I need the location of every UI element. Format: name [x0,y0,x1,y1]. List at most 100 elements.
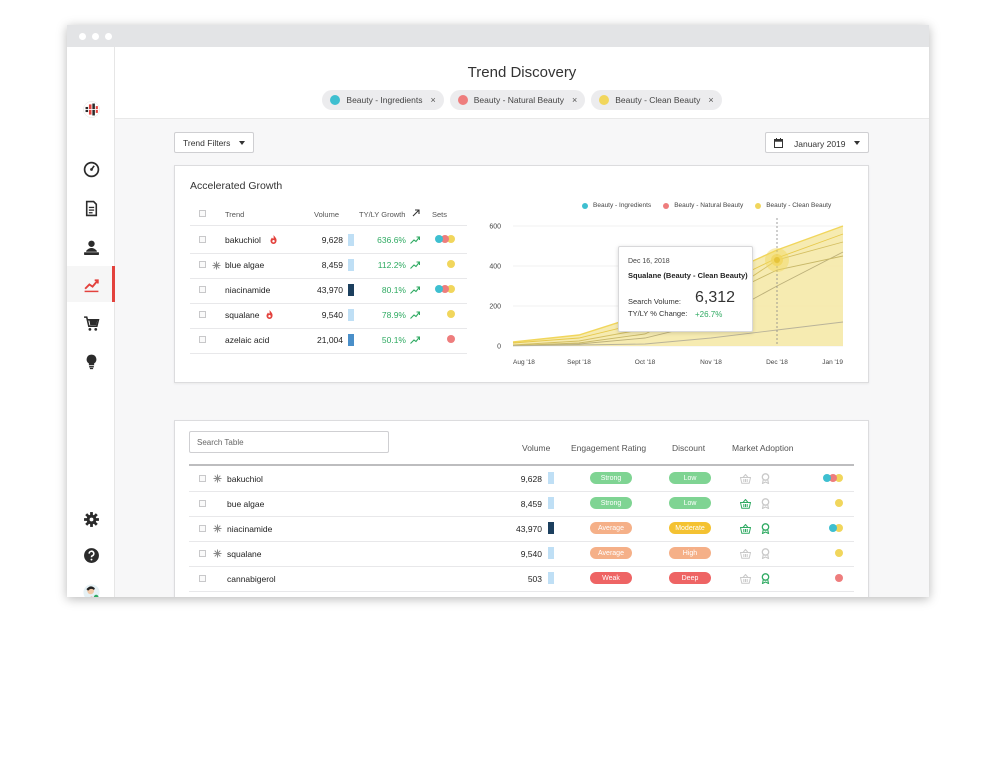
chip-beauty-clean[interactable]: Beauty - Clean Beauty × [591,90,722,110]
set-dot-icon [447,310,455,318]
trend-name[interactable]: azelaic acid [225,335,270,345]
table-row[interactable]: turmeric face oil266—Low [189,591,854,597]
volume-bar [548,572,554,584]
set-dot-icon [447,285,455,293]
category-chips: Beauty - Ingredients × Beauty - Natural … [115,90,929,110]
tooltip-volume-value: 6,312 [695,289,736,306]
volume-bar [548,497,554,509]
volume-value: 9,628 [520,474,542,484]
trend-name[interactable]: bakuchiol [227,474,263,484]
basket-icon [740,524,751,534]
chip-beauty-ingredients[interactable]: Beauty - Ingredients × [322,90,444,110]
volume-value: 8,459 [520,499,542,509]
trend-name[interactable]: niacinamide [227,524,273,534]
legend-item: Beauty - Clean Beauty [755,202,831,209]
select-all-checkbox[interactable] [199,210,206,217]
row-divider [190,353,467,354]
snowflake-icon [213,474,222,483]
trend-name[interactable]: bakuchiol [225,235,261,245]
row-checkbox[interactable] [199,236,206,243]
legend-label: Beauty - Clean Beauty [766,202,832,209]
series-line[interactable] [512,321,844,347]
row-checkbox[interactable] [199,525,206,532]
trend-filters-dropdown[interactable]: Trend Filters [174,132,254,153]
main-content: Trend Discovery Beauty - Ingredients × B… [115,47,929,597]
chip-label: Beauty - Natural Beauty [473,95,564,105]
close-icon[interactable]: × [708,95,714,105]
trend-name[interactable]: bue algae [227,499,265,509]
table-row[interactable]: squalane 9,540 Average High [189,541,854,567]
row-divider [189,566,854,567]
help-icon[interactable] [67,537,115,573]
row-checkbox[interactable] [199,261,206,268]
row-checkbox[interactable] [199,286,206,293]
chip-beauty-natural[interactable]: Beauty - Natural Beauty × [449,90,586,110]
set-dot-icon [435,235,443,243]
col-discount[interactable]: Discount [672,443,706,453]
col-volume[interactable]: Volume [522,443,551,453]
cart-icon[interactable] [67,305,115,341]
growth-value: 78.9% [381,310,406,320]
close-icon[interactable]: × [430,95,436,105]
window-close-dot[interactable] [79,33,86,40]
lightbulb-icon[interactable] [67,343,115,379]
highlight-point[interactable] [774,257,780,263]
growth-row[interactable]: azelaic acid 21,004 50.1% [190,328,467,354]
award-icon [761,523,770,534]
basket-icon [740,474,751,484]
growth-row[interactable]: niacinamide 43,970 80.1% [190,278,467,304]
discount-badge: Deep [669,572,711,584]
set-dot-icon [447,335,455,343]
col-market-adoption[interactable]: Market Adoption [732,443,794,453]
row-checkbox[interactable] [199,575,206,582]
table-row[interactable]: bakuchiol 9,628 Strong Low [189,466,854,492]
volume-value: 21,004 [317,335,343,345]
user-avatar[interactable] [67,574,115,597]
color-dot-icon [330,95,341,105]
dashboard-gauge-icon[interactable] [67,151,115,187]
window-maximize-dot[interactable] [105,33,112,40]
trend-name[interactable]: blue algae [225,260,265,270]
gear-icon[interactable] [67,501,115,537]
col-growth[interactable]: TY/LY Growth [359,210,406,219]
col-engagement[interactable]: Engagement Rating [571,443,647,453]
trends-chart-icon[interactable] [67,266,115,302]
trends-table-card: Search Table Volume Engagement Rating Di… [174,420,869,597]
row-checkbox[interactable] [199,550,206,557]
table-row[interactable]: cannabigerol 503 Weak Deep [189,566,854,592]
legend-label: Beauty - Ingredients [593,202,652,209]
document-icon[interactable] [67,190,115,226]
trend-name[interactable]: squalane [227,549,262,559]
row-checkbox[interactable] [199,336,206,343]
discount-badge: Low [669,497,711,509]
col-sets: Sets [432,210,448,219]
set-dot-icon [829,474,837,482]
trend-name[interactable]: niacinamide [225,285,271,295]
sort-arrow-icon[interactable] [412,209,420,217]
close-icon[interactable]: × [572,95,578,105]
date-dropdown[interactable]: January 2019 [765,132,869,153]
growth-row[interactable]: squalane 9,540 78.9% [190,303,467,329]
growth-row[interactable]: blue algae 8,459 112.2% [190,253,467,279]
engagement-badge: Strong [590,497,632,509]
chart-legend: Beauty - Ingredients Beauty - Natural Be… [582,202,831,209]
chip-label: Beauty - Ingredients [346,95,423,105]
trend-name[interactable]: cannabigerol [227,574,276,584]
chevron-down-icon [854,141,860,145]
table-row[interactable]: bue algae 8,459 Strong Low [189,491,854,517]
table-row[interactable]: niacinamide 43,970 Average Moderate [189,516,854,542]
search-input[interactable]: Search Table [189,431,389,453]
trend-name[interactable]: squalane [225,310,260,320]
volume-bar [548,547,554,559]
row-checkbox[interactable] [199,475,206,482]
row-checkbox[interactable] [199,311,206,318]
audience-icon[interactable] [67,229,115,265]
y-tick-label: 0 [497,344,501,351]
x-tick-label: Dec '18 [766,359,788,366]
set-dot-icon [447,235,455,243]
set-dot-icon [835,549,843,557]
window-minimize-dot[interactable] [92,33,99,40]
growth-row[interactable]: bakuchiol 9,628 636.6% [190,228,467,254]
logo-icon[interactable] [67,91,115,127]
row-checkbox[interactable] [199,500,206,507]
